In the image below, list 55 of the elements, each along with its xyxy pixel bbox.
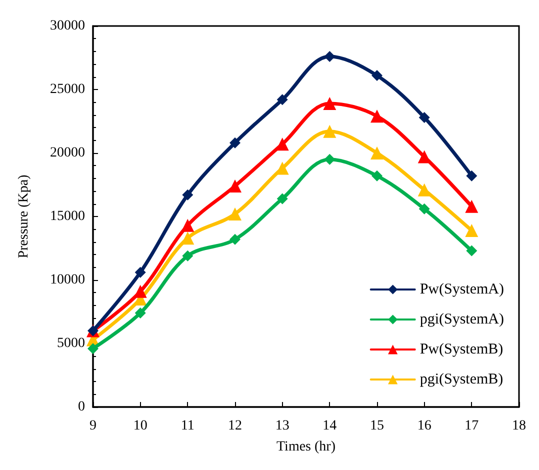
y-tick-label: 0 — [78, 400, 85, 414]
point — [370, 146, 384, 160]
point — [181, 232, 194, 245]
x-tick-label: 15 — [370, 418, 384, 434]
x-tick-label: 11 — [180, 418, 194, 434]
point — [418, 203, 430, 214]
y-tick-label: 15000 — [50, 209, 85, 224]
point — [230, 137, 240, 148]
point — [182, 250, 194, 262]
point — [418, 112, 430, 123]
x-tick-label: 13 — [275, 418, 290, 434]
point — [276, 94, 288, 106]
x-tick-label: 10 — [133, 418, 148, 434]
y-tick-label: 25000 — [50, 82, 85, 97]
point — [228, 207, 242, 220]
point — [276, 193, 288, 204]
point — [134, 266, 146, 278]
x-axis-title: Times (hr) — [276, 440, 336, 454]
point — [88, 343, 98, 354]
x-tick-label: 12 — [228, 418, 242, 434]
point — [324, 50, 336, 62]
point — [181, 218, 194, 232]
point — [372, 170, 382, 182]
x-tick-label: 14 — [322, 418, 337, 434]
point — [465, 200, 478, 213]
point — [372, 70, 382, 82]
point — [324, 154, 336, 165]
x-tick-label: 9 — [90, 418, 96, 434]
point — [134, 284, 147, 298]
point — [134, 308, 146, 319]
legend-label: pgi(SystemB) — [420, 372, 504, 388]
legend-label: Pw(SystemA) — [420, 282, 504, 298]
point — [228, 180, 242, 193]
x-tick-label: 18 — [512, 418, 526, 434]
point — [466, 245, 478, 256]
point — [370, 110, 384, 123]
point — [276, 162, 289, 175]
point — [466, 170, 478, 182]
point — [418, 183, 431, 196]
y-axis-title: Pressure (Kpa) — [16, 174, 32, 258]
y-tick-label: 30000 — [50, 18, 85, 34]
point — [230, 234, 240, 245]
y-tick-label: 10000 — [50, 272, 85, 288]
point — [182, 189, 194, 200]
point — [323, 124, 336, 138]
x-tick-label: 17 — [464, 418, 479, 434]
legend-label: pgi(SystemA) — [420, 312, 504, 328]
point — [276, 138, 289, 151]
legend-label: Pw(SystemB) — [420, 342, 504, 358]
point — [323, 96, 336, 110]
x-tick-label: 16 — [417, 418, 432, 434]
y-tick-label: 20000 — [50, 146, 85, 160]
y-tick-label: 5000 — [57, 336, 85, 351]
point — [465, 224, 478, 237]
point — [418, 150, 431, 164]
